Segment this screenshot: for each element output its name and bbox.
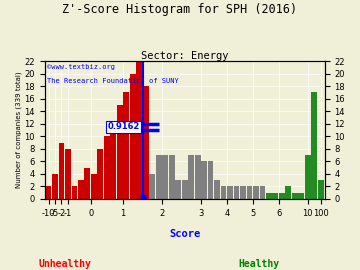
Text: Z'-Score Histogram for SPH (2016): Z'-Score Histogram for SPH (2016) <box>62 3 298 16</box>
Bar <box>318 180 324 199</box>
Bar <box>247 186 252 199</box>
Bar <box>149 174 155 199</box>
Bar <box>253 186 259 199</box>
Bar <box>52 174 58 199</box>
Bar <box>130 74 136 199</box>
Bar <box>104 136 110 199</box>
Bar <box>91 174 97 199</box>
Bar <box>221 186 226 199</box>
Bar <box>72 186 77 199</box>
Bar <box>85 168 90 199</box>
Bar <box>214 180 220 199</box>
Bar <box>266 193 272 199</box>
Bar <box>162 155 168 199</box>
Text: Unhealthy: Unhealthy <box>39 259 91 269</box>
Bar <box>195 155 201 199</box>
Bar <box>136 61 142 199</box>
Title: Sector: Energy: Sector: Energy <box>141 51 228 61</box>
Y-axis label: Number of companies (339 total): Number of companies (339 total) <box>15 72 22 188</box>
Bar <box>292 193 298 199</box>
Bar <box>98 149 103 199</box>
Bar <box>175 180 181 199</box>
Bar <box>65 149 71 199</box>
Bar <box>298 193 304 199</box>
Text: 0.9162: 0.9162 <box>108 122 140 131</box>
Bar <box>188 155 194 199</box>
Bar <box>117 105 123 199</box>
Bar <box>227 186 233 199</box>
Bar <box>169 155 175 199</box>
Bar <box>234 186 239 199</box>
Bar <box>182 180 188 199</box>
Bar <box>208 161 213 199</box>
Bar <box>78 180 84 199</box>
Bar <box>59 143 64 199</box>
Bar <box>156 155 162 199</box>
Bar <box>201 161 207 199</box>
Text: ©www.textbiz.org: ©www.textbiz.org <box>48 64 116 70</box>
Bar <box>273 193 278 199</box>
Bar <box>279 193 285 199</box>
Text: The Research Foundation of SUNY: The Research Foundation of SUNY <box>48 78 179 84</box>
Bar <box>285 186 291 199</box>
Bar <box>46 186 51 199</box>
Bar <box>123 92 129 199</box>
Bar <box>111 124 116 199</box>
Bar <box>240 186 246 199</box>
Text: Healthy: Healthy <box>239 259 280 269</box>
Bar <box>260 186 265 199</box>
X-axis label: Score: Score <box>169 229 200 239</box>
Bar <box>311 92 317 199</box>
Bar <box>305 155 311 199</box>
Bar <box>143 86 149 199</box>
